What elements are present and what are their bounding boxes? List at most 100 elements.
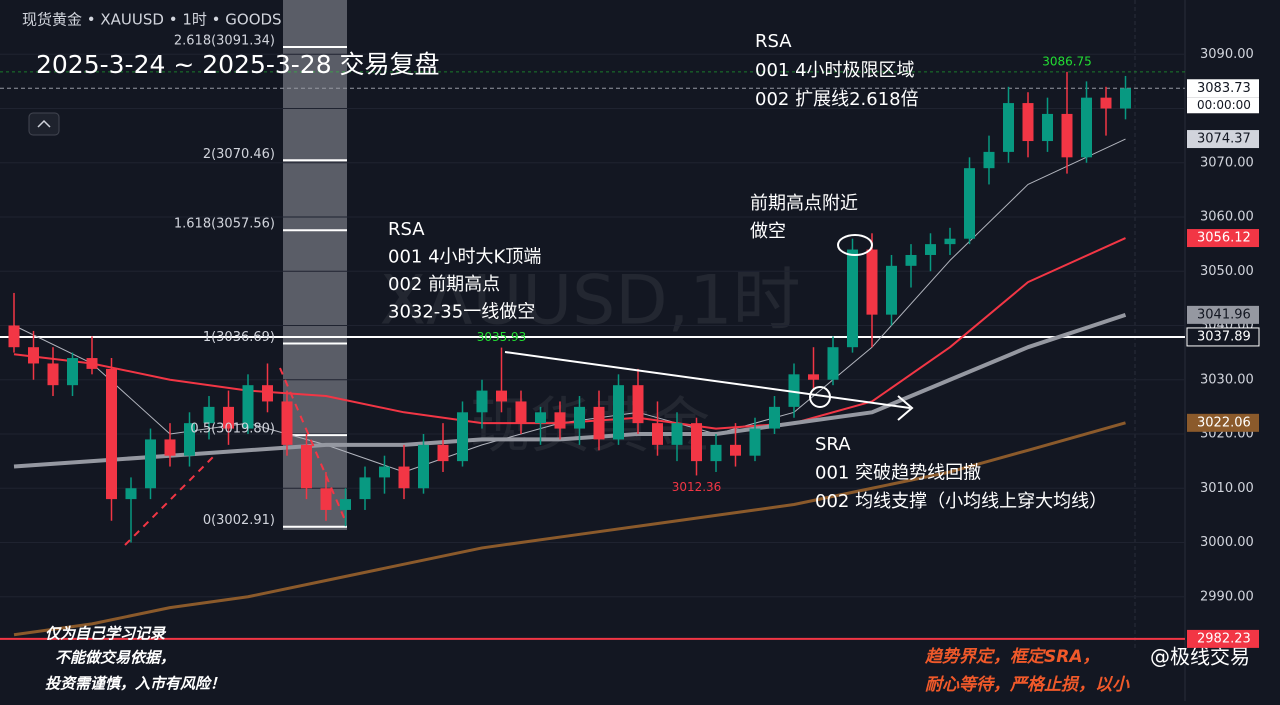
brand: @极线交易 — [1150, 645, 1250, 669]
fib-label: 0.5(3019.80) — [190, 422, 275, 437]
candle-body — [457, 412, 468, 462]
moving-average — [13, 421, 1126, 637]
candle-body — [671, 423, 683, 445]
chart-title: 2025-3-24 ~ 2025-3-28 交易复盘 — [36, 50, 440, 79]
candle-body — [379, 466, 390, 478]
candle-body — [847, 249, 858, 348]
candle-body — [67, 358, 78, 386]
candle-body — [827, 347, 839, 380]
candle-body — [281, 401, 293, 445]
highlight-ellipse — [837, 234, 873, 256]
trend-line — [504, 351, 911, 409]
candle-body — [28, 347, 39, 364]
collapse-icon — [37, 119, 51, 128]
candle-body — [769, 406, 780, 429]
price-box — [1186, 327, 1260, 347]
fib-label: 2(3070.46) — [203, 147, 275, 162]
collapse-button[interactable] — [28, 112, 60, 136]
candle-body — [788, 374, 800, 407]
price-box-label: 2982.23 — [1197, 631, 1251, 646]
candle-body — [125, 488, 137, 500]
candle-body — [437, 444, 449, 462]
wave-line — [124, 454, 216, 546]
candle-body — [320, 488, 332, 510]
y-tick-label: 3070.00 — [1200, 155, 1254, 170]
candle-body — [106, 368, 117, 500]
candle-body — [554, 412, 566, 429]
candle-body — [944, 238, 956, 245]
price-box-label: 3041.96 — [1197, 307, 1251, 322]
candle-body — [184, 423, 195, 456]
candle-body — [925, 244, 936, 255]
candle-body — [1120, 88, 1131, 109]
candle-body — [242, 385, 254, 429]
price-box — [1187, 79, 1259, 98]
candle-body — [535, 412, 546, 424]
arrow-head — [897, 395, 914, 421]
candle-body — [301, 444, 312, 489]
candle-body — [496, 390, 507, 402]
candle-body — [691, 423, 702, 462]
candle-body — [1100, 97, 1112, 109]
candle-body — [574, 406, 585, 429]
candle-body — [8, 325, 20, 348]
candle-body — [886, 265, 897, 315]
extreme-label: 3012.36 — [672, 480, 722, 494]
symbol-header: 现货黄金 • XAUUSD • 1时 • GOODS — [22, 11, 282, 29]
annotation: SRA — [815, 434, 851, 455]
slogan: 耐心等待，严格止损，以小 — [925, 675, 1130, 695]
candle-body — [262, 385, 273, 402]
candle-body — [164, 439, 176, 456]
annotation: 002 均线支撑（小均线上穿大均线） — [815, 491, 1107, 512]
price-box-label: 3074.37 — [1197, 132, 1251, 147]
candle-body — [86, 358, 98, 369]
annotation: 001 突破趋势线回撤 — [815, 463, 981, 484]
candle-body — [710, 444, 722, 462]
candle-body — [1042, 113, 1053, 142]
disclaimer: 投资需谨慎，入市有风险！ — [45, 675, 225, 693]
fib-label: 1.618(3057.56) — [174, 217, 275, 232]
disclaimer: 不能做交易依据， — [55, 649, 175, 667]
candle-body — [613, 385, 624, 440]
candle-body — [515, 401, 527, 424]
price-box — [1187, 229, 1259, 248]
candle-body — [47, 363, 59, 386]
candle-body — [964, 168, 975, 239]
y-tick-label: 3090.00 — [1200, 47, 1254, 62]
price-box-label: 3056.12 — [1197, 231, 1251, 246]
annotation: 前期高点附近 — [750, 193, 858, 214]
candle-body — [1022, 103, 1034, 142]
candle-body — [203, 406, 215, 424]
candle-body — [632, 385, 644, 424]
candle-body — [1061, 113, 1073, 158]
y-tick-label: 3010.00 — [1200, 481, 1254, 496]
watermark: XAUUSD,1时 — [379, 262, 800, 341]
annotation: 做空 — [750, 221, 786, 242]
extreme-label: 3086.75 — [1042, 54, 1092, 68]
annotation: 002 扩展线2.618倍 — [755, 89, 919, 110]
candle-body — [983, 151, 995, 169]
watermark: 现货黄金 — [470, 392, 710, 462]
annotation: RSA — [388, 219, 425, 240]
candle-body — [223, 406, 234, 429]
candle-body — [418, 444, 429, 489]
y-tick-label: 3030.00 — [1200, 372, 1254, 387]
annotation: 001 4小时大K顶端 — [388, 247, 541, 268]
countdown: 00:00:00 — [1197, 98, 1251, 112]
annotation: 002 前期高点 — [388, 274, 500, 295]
extreme-label: 3035.93 — [477, 330, 527, 344]
candle-body — [749, 428, 761, 456]
front-layer: 现货黄金 • XAUUSD • 1时 • GOODS 2025-3-24 ~ 2… — [22, 11, 1260, 695]
candle-body — [1003, 103, 1014, 152]
y-tick-label: 2990.00 — [1200, 589, 1254, 604]
candle-body — [1081, 97, 1092, 158]
annotation: 001 4小时极限区域 — [755, 60, 915, 81]
price-box-label: 3037.89 — [1197, 329, 1251, 344]
candle-body — [905, 254, 917, 266]
candle-body — [593, 406, 605, 440]
y-tick-label: 3000.00 — [1200, 535, 1254, 550]
candle-body — [808, 374, 819, 380]
slogan: 趋势界定，框定SRA， — [924, 647, 1100, 667]
